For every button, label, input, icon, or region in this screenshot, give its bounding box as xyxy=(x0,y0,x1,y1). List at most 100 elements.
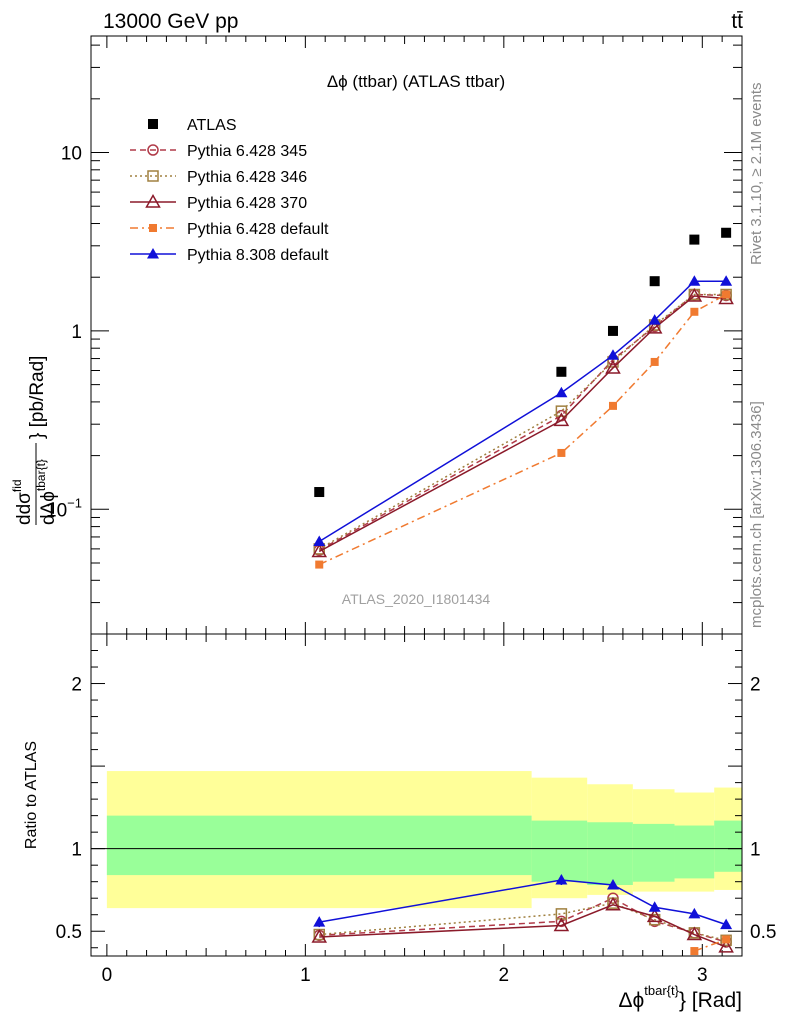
ratio-data-point xyxy=(718,938,734,953)
main-data-point xyxy=(722,290,731,299)
legend-label: Pythia 6.428 370 xyxy=(187,195,307,212)
collision-label: 13000 GeV pp xyxy=(103,10,238,33)
ratio-data-point xyxy=(606,878,619,890)
main-data-point xyxy=(649,276,660,287)
x-tick-label: 0 xyxy=(102,965,113,986)
main-data-point xyxy=(721,227,732,238)
main-data-point xyxy=(720,288,732,301)
uncertainty-band-inner xyxy=(587,822,633,885)
ratio-y-tick-label-right: 1 xyxy=(750,840,761,861)
main-series-line xyxy=(318,293,727,566)
ratio-frame xyxy=(90,633,743,957)
x-label-sup: tbar{t} xyxy=(644,983,679,998)
ratio-y-axis-label: Ratio to ATLAS xyxy=(23,741,40,849)
ratio-data-point xyxy=(722,935,731,944)
x-tick-label: 1 xyxy=(300,965,311,986)
legend-label: Pythia 6.428 345 xyxy=(187,143,307,160)
legend-marker xyxy=(145,193,161,208)
legend-marker xyxy=(147,170,159,182)
ratio-series xyxy=(690,935,731,956)
main-data-point xyxy=(315,560,324,569)
ratio-data-point xyxy=(553,917,570,932)
main-series xyxy=(314,227,732,498)
ratio-y-tick-label: 0.5 xyxy=(56,922,82,943)
ratio-series-line xyxy=(319,879,727,926)
main-data-point xyxy=(686,287,703,302)
main-data-point xyxy=(313,535,326,547)
ratio-y-tick-label-right: 0.5 xyxy=(750,922,776,943)
main-series-line xyxy=(318,280,727,543)
main-data-point xyxy=(689,234,700,245)
main-series-line xyxy=(318,293,727,551)
ratio-y-tick-label-right: 2 xyxy=(750,675,761,696)
ratio-data-point xyxy=(720,918,733,930)
x-axis-label: Δϕtbar{t}} [Rad] xyxy=(618,983,742,1012)
ratio-data-point xyxy=(313,916,326,927)
ratio-data-point xyxy=(720,934,732,947)
ratio-y-tick-label: 2 xyxy=(71,675,82,696)
y-label-numerator: dσ xyxy=(14,492,35,515)
ratio-data-point xyxy=(688,907,701,919)
ratio-data-point xyxy=(311,928,328,943)
y-label-unit: } [pb/Rad] xyxy=(27,356,48,439)
y-label-denominator: dΔϕ xyxy=(38,491,59,525)
mcplots-label: mcplots.cern.ch [arXiv:1306.3436] xyxy=(748,401,765,628)
rivet-version-label: Rivet 3.1.10, ≥ 2.1M events xyxy=(748,83,765,266)
uncertainty-band-inner xyxy=(674,825,715,879)
main-data-point xyxy=(555,405,568,417)
main-plot-area xyxy=(91,36,743,635)
main-data-point xyxy=(607,325,618,336)
main-title: Δϕ (ttbar) (ATLAS ttbar) xyxy=(327,72,505,91)
y-label-den-sup: tbar{t} xyxy=(34,459,48,491)
ratio-y-tick-label: 1 xyxy=(71,840,82,861)
main-series-line xyxy=(318,295,727,553)
main-series xyxy=(315,290,731,569)
ratio-data-point xyxy=(690,947,699,956)
main-data-point xyxy=(720,275,733,286)
uncertainty-band-inner xyxy=(106,815,532,876)
main-data-point xyxy=(556,366,567,377)
main-data-point xyxy=(690,307,699,316)
legend-marker xyxy=(147,248,159,259)
svg-text:dΔϕtbar{t}: dΔϕtbar{t} xyxy=(34,459,59,525)
x-label-main: Δϕ xyxy=(618,989,644,1012)
main-data-point xyxy=(648,314,661,325)
main-series-line xyxy=(318,293,727,550)
main-data-point xyxy=(555,386,568,398)
main-data-point xyxy=(553,412,570,427)
main-data-point xyxy=(646,319,663,334)
ratio-tick-labels: 0 1 2 3 0.5 0.5 1 1 2 2 xyxy=(56,675,777,986)
main-y-tick-label: 10 xyxy=(61,144,82,165)
ratio-series xyxy=(311,896,734,953)
x-tick-label: 3 xyxy=(697,965,708,986)
uncertainty-band-inner xyxy=(632,823,675,882)
x-label-unit: } [Rad] xyxy=(679,989,742,1012)
legend-marker xyxy=(147,144,159,156)
svg-text:ddσfid: ddσfid xyxy=(10,479,35,525)
ratio-plot-area xyxy=(91,634,743,956)
main-panel: Δϕ (ttbar) (ATLAS ttbar) ATLAS_2020_I180… xyxy=(46,35,743,635)
ratio-data-point xyxy=(555,915,568,928)
y-label-num-sup: fid xyxy=(10,479,24,492)
ratio-data-point xyxy=(646,908,663,923)
main-data-point xyxy=(605,359,621,374)
main-series xyxy=(311,287,734,558)
x-tick-label: 2 xyxy=(499,965,510,986)
main-y-tick-label: 10−1 xyxy=(46,495,82,521)
legend-marker xyxy=(148,119,158,129)
main-y-tick-labels: 10−1 1 10 xyxy=(46,144,82,522)
main-data-point xyxy=(688,275,701,286)
legend-label: ATLAS xyxy=(187,117,237,134)
uncertainty-band-inner xyxy=(531,820,588,882)
legend-marker xyxy=(149,224,157,232)
main-data-point xyxy=(606,349,619,360)
legend-label: Pythia 6.428 default xyxy=(187,221,329,238)
main-data-point xyxy=(311,543,328,558)
legend-label: Pythia 6.428 346 xyxy=(187,169,307,186)
main-data-point xyxy=(650,357,659,366)
ratio-series-line xyxy=(694,938,727,952)
process-label: tt̄ xyxy=(731,10,743,33)
ratio-data-point xyxy=(605,896,621,911)
ratio-data-point xyxy=(555,874,568,885)
